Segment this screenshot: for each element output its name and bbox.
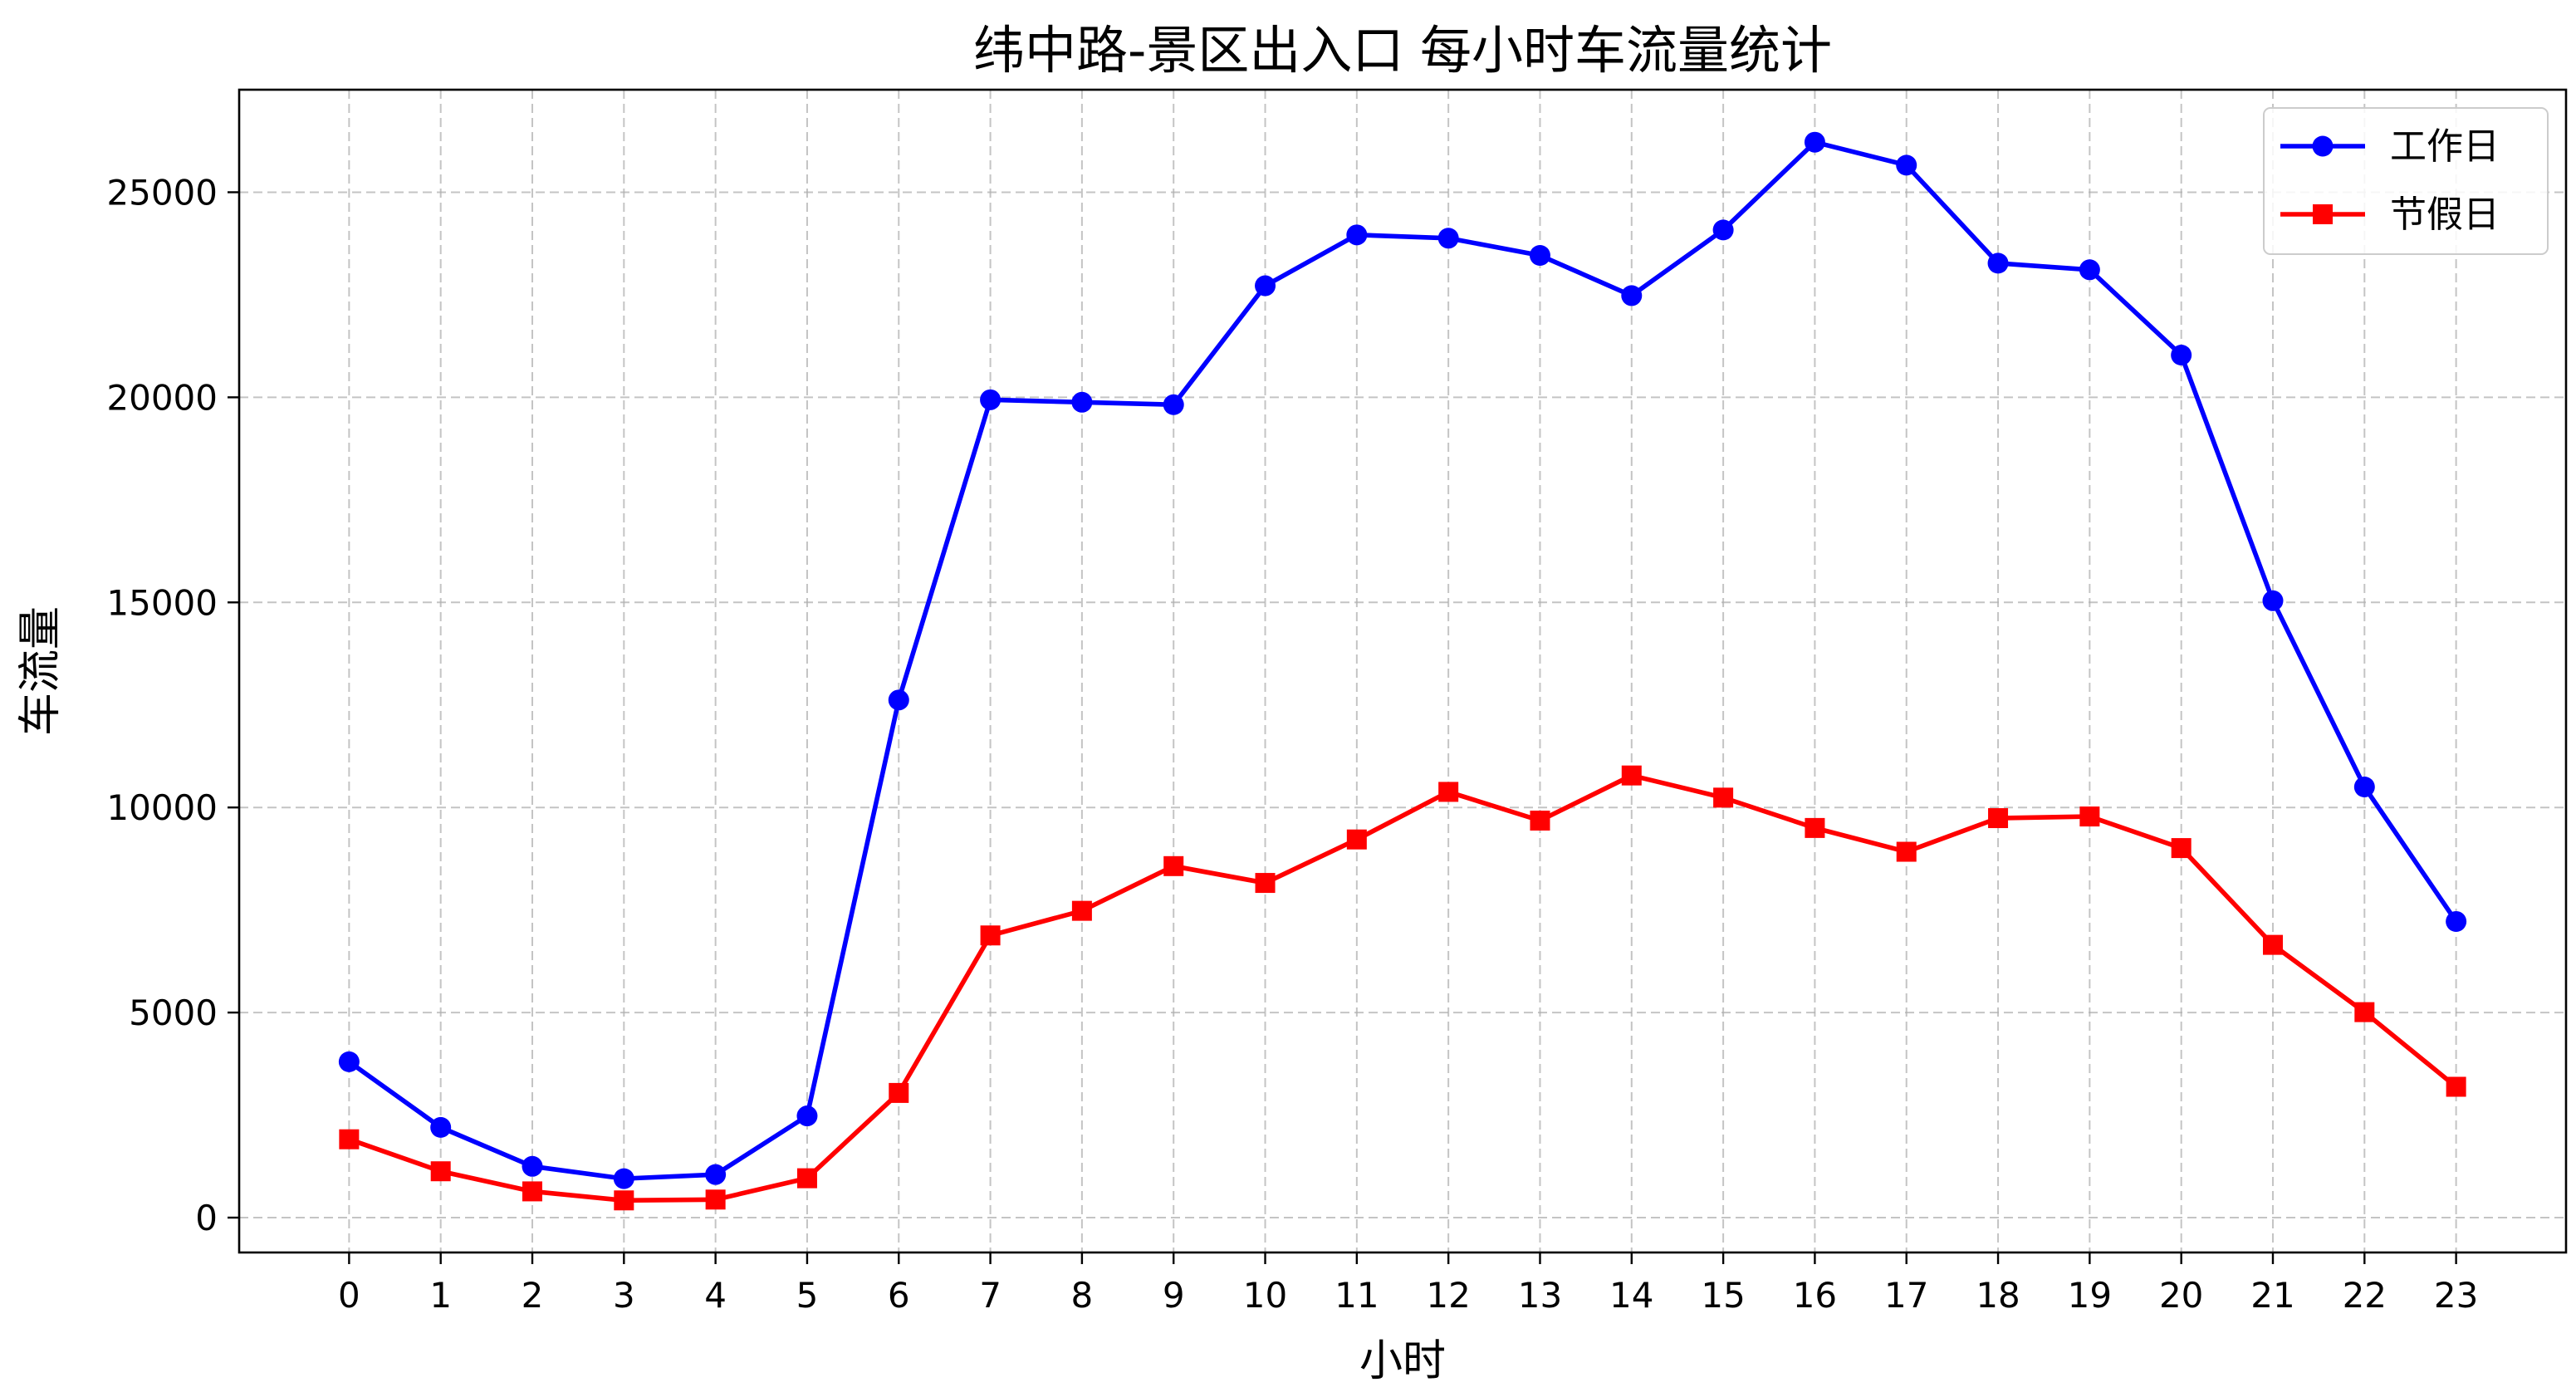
data-point-square	[2171, 838, 2192, 859]
x-tick-label: 12	[1426, 1275, 1470, 1316]
data-point-circle	[1529, 245, 1550, 267]
y-axis-label: 车流量	[16, 606, 66, 736]
data-point-square	[1988, 808, 2009, 829]
x-tick-label: 20	[2159, 1275, 2203, 1316]
data-point-square	[1071, 900, 1092, 921]
data-point-circle	[2446, 910, 2467, 932]
data-point-square	[1713, 787, 1734, 808]
data-point-circle	[430, 1116, 452, 1138]
x-tick-label: 0	[338, 1275, 360, 1316]
data-point-circle	[1712, 219, 1734, 241]
data-point-circle	[1621, 285, 1643, 306]
chart-title: 纬中路-景区出入口 每小时车流量统计	[973, 20, 1832, 81]
data-point-square	[430, 1161, 451, 1182]
x-tick-label: 1	[429, 1275, 452, 1316]
x-tick-label: 21	[2250, 1275, 2294, 1316]
data-point-square	[889, 1082, 909, 1103]
x-tick-label: 16	[1793, 1275, 1837, 1316]
y-tick-label: 20000	[106, 377, 218, 418]
data-point-square	[339, 1129, 360, 1149]
data-point-circle	[2262, 590, 2284, 611]
x-tick-label: 5	[796, 1275, 819, 1316]
legend-marker-circle	[2312, 135, 2334, 157]
legend-marker-square	[2313, 204, 2333, 224]
x-tick-label: 2	[522, 1275, 544, 1316]
series-line-0	[346, 140, 2459, 1181]
data-point-circle	[522, 1155, 543, 1177]
y-tick-label: 5000	[129, 993, 218, 1033]
data-point-circle	[1437, 228, 1459, 249]
data-point-square	[1805, 817, 1825, 838]
plot-frame	[238, 88, 2568, 1254]
x-tick-label: 7	[979, 1275, 1002, 1316]
data-point-square	[1530, 811, 1550, 831]
x-tick-label: 18	[1976, 1275, 2020, 1316]
data-point-square	[2079, 806, 2100, 827]
x-tick-label: 4	[704, 1275, 727, 1316]
data-point-square	[2262, 934, 2283, 955]
legend-label-1: 节假日	[2390, 194, 2500, 236]
data-point-circle	[1804, 131, 1825, 153]
data-point-circle	[888, 689, 909, 711]
y-tick-label: 15000	[106, 582, 218, 623]
data-point-circle	[1163, 394, 1184, 415]
data-point-circle	[705, 1164, 727, 1185]
data-point-circle	[2171, 345, 2192, 366]
grid-lines	[239, 90, 2566, 1252]
data-point-square	[1438, 782, 1459, 802]
data-point-circle	[1346, 224, 1368, 246]
x-tick-label: 23	[2434, 1275, 2478, 1316]
y-tick-label: 25000	[106, 172, 218, 213]
x-axis-label: 小时	[1359, 1336, 1446, 1386]
axis-ticks: 0 1 2 3 4 5 6 7 8 9 10 11 12 13 14 15 16 17 18 19 20 21 22 2305…	[106, 172, 2478, 1316]
data-point-square	[1255, 873, 1276, 894]
data-point-square	[2354, 1002, 2375, 1022]
x-tick-label: 14	[1609, 1275, 1653, 1316]
x-tick-label: 17	[1884, 1275, 1928, 1316]
x-tick-label: 10	[1243, 1275, 1287, 1316]
data-point-circle	[980, 389, 1002, 410]
data-point-circle	[1987, 252, 2009, 274]
x-tick-label: 19	[2068, 1275, 2112, 1316]
data-point-circle	[613, 1168, 634, 1189]
x-tick-label: 13	[1518, 1275, 1562, 1316]
data-point-square	[522, 1181, 543, 1202]
data-point-square	[796, 1168, 817, 1189]
legend-label-0: 工作日	[2390, 125, 2500, 168]
data-point-circle	[796, 1105, 818, 1127]
data-point-square	[705, 1189, 726, 1210]
data-point-square	[1163, 855, 1184, 876]
data-point-square	[614, 1190, 634, 1211]
x-tick-label: 3	[613, 1275, 635, 1316]
data-point-circle	[2079, 259, 2100, 281]
x-tick-label: 8	[1071, 1275, 1094, 1316]
data-point-circle	[338, 1051, 360, 1072]
x-tick-label: 6	[888, 1275, 910, 1316]
y-tick-label: 0	[195, 1198, 218, 1238]
x-tick-label: 9	[1163, 1275, 1185, 1316]
series-layer	[338, 131, 2467, 1211]
y-tick-label: 10000	[106, 787, 218, 828]
data-point-square	[1896, 841, 1917, 862]
series-line-1	[346, 772, 2459, 1203]
x-tick-label: 15	[1701, 1275, 1745, 1316]
data-point-square	[2446, 1076, 2466, 1097]
data-point-square	[1621, 765, 1642, 786]
x-tick-label: 11	[1335, 1275, 1379, 1316]
data-point-circle	[1071, 391, 1093, 413]
data-point-circle	[1255, 275, 1276, 297]
data-point-circle	[1896, 154, 1917, 176]
data-point-square	[980, 925, 1001, 946]
x-tick-label: 22	[2343, 1275, 2387, 1316]
data-point-circle	[2353, 777, 2375, 798]
data-point-square	[1346, 829, 1367, 850]
